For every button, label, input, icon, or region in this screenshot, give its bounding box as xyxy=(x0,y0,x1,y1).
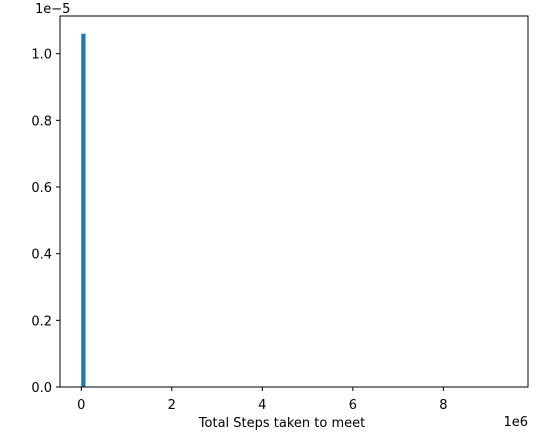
y-tick-label: 0.0 xyxy=(31,381,52,396)
x-tick-label: 8 xyxy=(439,398,447,413)
y-axis-offset-text: 1e−5 xyxy=(35,2,70,17)
y-tick-label: 0.8 xyxy=(31,114,52,129)
y-tick-label: 1.0 xyxy=(31,48,52,63)
x-axis-label: Total Steps taken to meet xyxy=(198,416,365,431)
x-tick-label: 2 xyxy=(168,398,176,413)
histogram-bar xyxy=(81,33,86,388)
y-axis-ticks: 0.0 0.2 0.4 0.6 0.8 1.0 xyxy=(31,48,60,396)
x-axis-ticks: 0 2 4 6 8 xyxy=(77,387,448,413)
plot-area-frame xyxy=(59,15,529,388)
x-axis-offset-text: 1e6 xyxy=(503,415,528,430)
bars-layer xyxy=(81,33,86,388)
y-tick-label: 0.6 xyxy=(31,181,52,196)
y-tick-label: 0.2 xyxy=(31,314,52,329)
x-tick-label: 4 xyxy=(258,398,266,413)
x-tick-label: 6 xyxy=(349,398,357,413)
x-tick-label: 0 xyxy=(77,398,85,413)
y-tick-label: 0.4 xyxy=(31,248,52,263)
